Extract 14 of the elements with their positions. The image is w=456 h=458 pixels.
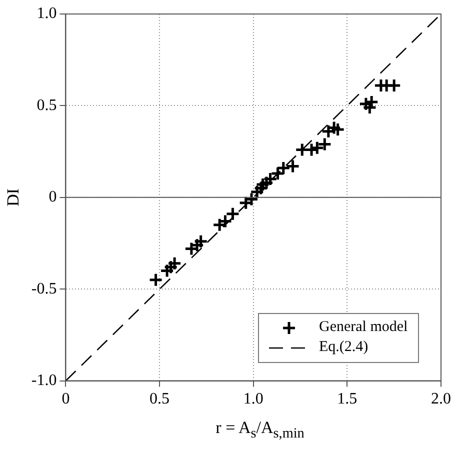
y-tick-label: 0.5 — [36, 96, 57, 114]
legend-label: Eq.(2.4) — [319, 339, 368, 356]
legend-label: General model — [319, 319, 408, 336]
y-axis-title: DI — [4, 188, 23, 206]
y-tick-label: 1.0 — [36, 5, 57, 22]
y-tick-label: 0 — [48, 188, 57, 206]
x-tick-label: 1.0 — [243, 390, 264, 408]
x-tick-label: 0.5 — [150, 390, 170, 408]
y-tick-label: -0.5 — [31, 280, 57, 298]
x-tick-label: 1.5 — [337, 390, 358, 408]
x-axis-title: r = A$_{s}$/A$_{s,min}$ — [214, 418, 306, 442]
y-tick-label: -1.0 — [31, 372, 57, 390]
x-tick-label: 0 — [62, 390, 70, 408]
x-tick-label: 2.0 — [431, 390, 451, 408]
